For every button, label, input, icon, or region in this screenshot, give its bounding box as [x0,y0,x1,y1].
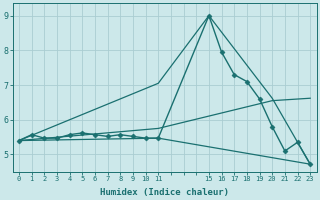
X-axis label: Humidex (Indice chaleur): Humidex (Indice chaleur) [100,188,229,197]
